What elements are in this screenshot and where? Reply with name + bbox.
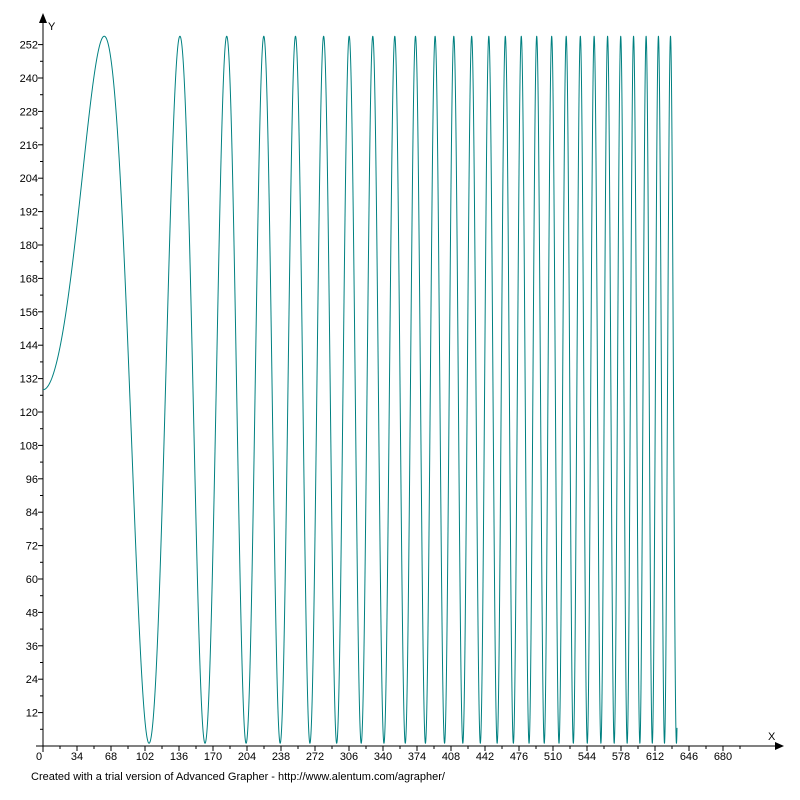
y-tick-label: 84: [26, 507, 38, 519]
x-tick-label: 34: [71, 751, 83, 763]
y-tick-label: 228: [20, 106, 38, 118]
y-tick-label: 48: [26, 607, 38, 619]
x-tick-label: 340: [374, 751, 392, 763]
y-tick-label: 240: [20, 73, 38, 85]
x-tick-label: 238: [272, 751, 290, 763]
y-tick-label: 192: [20, 207, 38, 219]
x-tick-label: 578: [612, 751, 630, 763]
x-tick-label: 612: [646, 751, 664, 763]
x-tick-label: 306: [340, 751, 358, 763]
x-tick-label: 136: [170, 751, 188, 763]
trial-footer-text: Created with a trial version of Advanced…: [31, 771, 445, 783]
y-tick-label: 168: [20, 273, 38, 285]
x-axis: X 0 34 68 102 136 170 204 238 272 306 340 374 408 442 4…: [36, 731, 784, 763]
x-axis-name: X: [768, 731, 776, 743]
x-tick-label: 646: [680, 751, 698, 763]
x-tick-label: 272: [306, 751, 324, 763]
y-tick-label: 12: [26, 708, 38, 720]
y-tick-label: 96: [26, 474, 38, 486]
x-tick-label: 374: [408, 751, 426, 763]
y-tick-label: 252: [20, 40, 38, 52]
y-axis-arrow-icon: [39, 13, 47, 23]
x-tick-label: 68: [105, 751, 117, 763]
x-tick-label: 442: [476, 751, 494, 763]
y-tick-label: 144: [20, 340, 38, 352]
x-tick-label: 680: [714, 751, 732, 763]
y-tick-label: 60: [26, 574, 38, 586]
series-group: [42, 35, 678, 744]
x-tick-label: 510: [544, 751, 562, 763]
x-tick-label: 408: [442, 751, 460, 763]
y-tick-label: 216: [20, 140, 38, 152]
y-tick-label: 108: [20, 440, 38, 452]
x-tick-label: 204: [238, 751, 256, 763]
y-tick-label: 36: [26, 641, 38, 653]
x-tick-label: 476: [510, 751, 528, 763]
y-axis-name: Y: [48, 21, 56, 33]
x-tick-label: 102: [136, 751, 154, 763]
y-tick-label: 180: [20, 240, 38, 252]
x-tick-label: 170: [204, 751, 222, 763]
x-axis-arrow-icon: [775, 742, 784, 750]
x-tick-label: 544: [578, 751, 596, 763]
y-tick-label: 120: [20, 407, 38, 419]
y-tick-label: 204: [20, 173, 38, 185]
y-tick-label: 24: [26, 674, 38, 686]
series-line: [42, 35, 678, 744]
y-tick-label: 72: [26, 541, 38, 553]
y-tick-label: 132: [20, 374, 38, 386]
y-tick-label: 156: [20, 307, 38, 319]
y-axis: Y 12 24 36 48 60 72 84 96 108 120 132 144 156 168 180 19…: [20, 13, 56, 752]
x-tick-label: 0: [36, 751, 42, 763]
